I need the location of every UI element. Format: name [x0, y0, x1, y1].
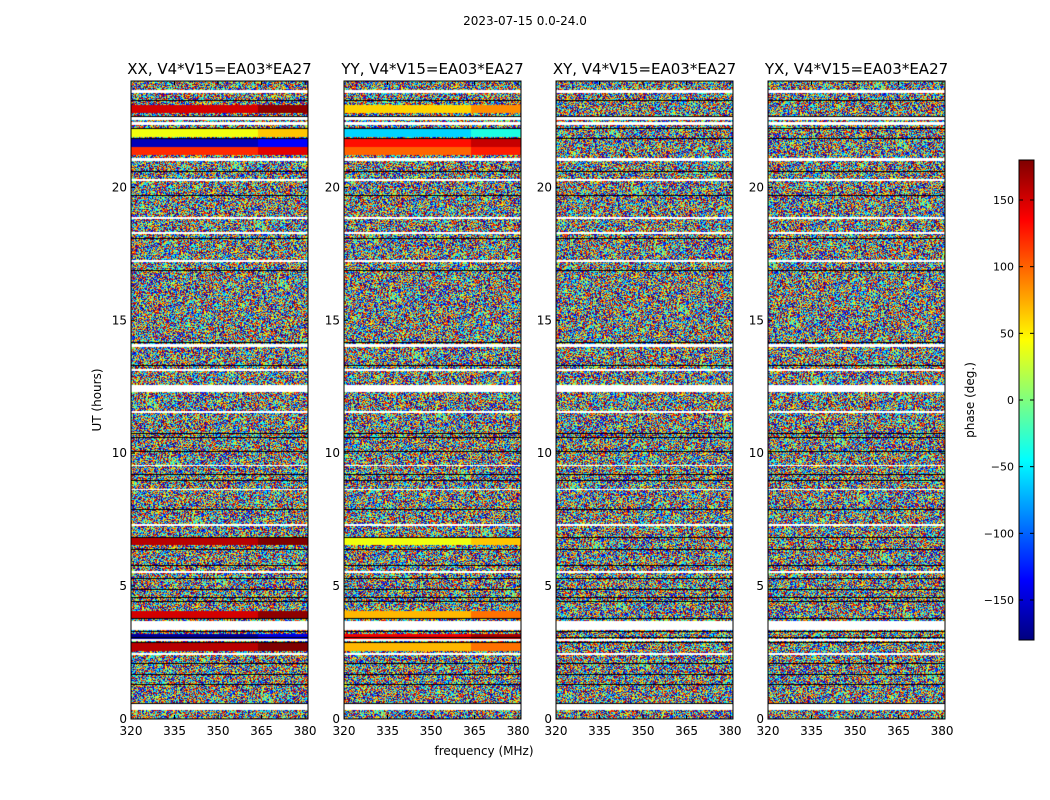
- x-tick-label: 335: [163, 724, 186, 738]
- y-tick-label: 5: [332, 579, 340, 593]
- x-tick-label: 335: [588, 724, 611, 738]
- y-tick-label: 0: [544, 712, 552, 726]
- axes-frame: [343, 80, 522, 720]
- x-axis-label: frequency (MHz): [434, 744, 533, 758]
- x-tick-label: 320: [120, 724, 143, 738]
- x-tick-label: 380: [719, 724, 742, 738]
- x-tick-label: 350: [844, 724, 867, 738]
- y-tick-label: 15: [749, 313, 764, 327]
- y-tick-label: 15: [537, 313, 552, 327]
- x-tick-label: 380: [294, 724, 317, 738]
- y-tick-label: 10: [749, 446, 764, 460]
- y-tick-label: 5: [544, 579, 552, 593]
- y-tick-label: 20: [325, 180, 340, 194]
- y-tick-label: 0: [332, 712, 340, 726]
- panel-4: YX, V4*V15=EA03*EA27 320 335 350 365 380 0 5 10 1…: [749, 60, 954, 738]
- figure-suptitle: 2023-07-15 0.0-24.0: [463, 14, 587, 28]
- x-tick-label: 365: [250, 724, 273, 738]
- x-tick-label: 365: [887, 724, 910, 738]
- axes-frame: [767, 80, 946, 720]
- colorbar-tick-label: 150: [993, 194, 1014, 207]
- y-tick-label: 0: [756, 712, 764, 726]
- panel-title: XY, V4*V15=EA03*EA27: [553, 60, 736, 78]
- y-tick-label: 5: [119, 579, 127, 593]
- colorbar-tick-label: 0: [1007, 394, 1014, 407]
- heatmap-raster: [344, 81, 521, 719]
- axes-frame: [555, 80, 734, 720]
- y-tick-label: 10: [325, 446, 340, 460]
- x-tick-label: 320: [757, 724, 780, 738]
- y-tick-label: 20: [112, 180, 127, 194]
- panel-2: YY, V4*V15=EA03*EA27 320 335 350 365 380 0 5 10 1…: [325, 60, 534, 758]
- y-tick-label: 5: [756, 579, 764, 593]
- axes-frame: [130, 80, 309, 720]
- colorbar-label: phase (deg.): [963, 362, 977, 438]
- x-tick-label: 350: [207, 724, 230, 738]
- x-tick-label: 335: [800, 724, 823, 738]
- heatmap-raster: [131, 81, 308, 719]
- x-tick-label: 350: [420, 724, 443, 738]
- heatmap-raster: [768, 81, 945, 719]
- x-tick-label: 380: [931, 724, 954, 738]
- y-axis-label: UT (hours): [90, 368, 104, 431]
- colorbar-tick-label: −150: [984, 594, 1014, 607]
- panel-title: YY, V4*V15=EA03*EA27: [340, 60, 523, 78]
- panel-title: XX, V4*V15=EA03*EA27: [127, 60, 311, 78]
- colorbar-tick-label: −100: [984, 527, 1014, 540]
- heatmap-raster: [556, 81, 733, 719]
- y-tick-label: 15: [325, 313, 340, 327]
- y-tick-label: 20: [749, 180, 764, 194]
- x-tick-label: 365: [463, 724, 486, 738]
- x-tick-label: 335: [376, 724, 399, 738]
- x-tick-label: 380: [507, 724, 530, 738]
- y-tick-label: 20: [537, 180, 552, 194]
- colorbar-tick-label: 50: [1000, 327, 1014, 340]
- panel-1: XX, V4*V15=EA03*EA27 320 335 350 365 380 0 5 10 1…: [90, 60, 317, 738]
- y-tick-label: 15: [112, 313, 127, 327]
- y-tick-label: 10: [537, 446, 552, 460]
- x-tick-label: 365: [675, 724, 698, 738]
- x-tick-label: 350: [632, 724, 655, 738]
- y-tick-label: 10: [112, 446, 127, 460]
- panel-title: YX, V4*V15=EA03*EA27: [764, 60, 948, 78]
- colorbar-tick-label: −50: [991, 461, 1014, 474]
- y-tick-label: 0: [119, 712, 127, 726]
- panel-3: XY, V4*V15=EA03*EA27 320 335 350 365 380 0 5 10 1…: [537, 60, 742, 738]
- colorbar-tick-label: 100: [993, 261, 1014, 274]
- x-tick-label: 320: [545, 724, 568, 738]
- colorbar: 150 100 50 0 −50 −100 −150 phase (deg.): [963, 159, 1035, 641]
- x-tick-label: 320: [333, 724, 356, 738]
